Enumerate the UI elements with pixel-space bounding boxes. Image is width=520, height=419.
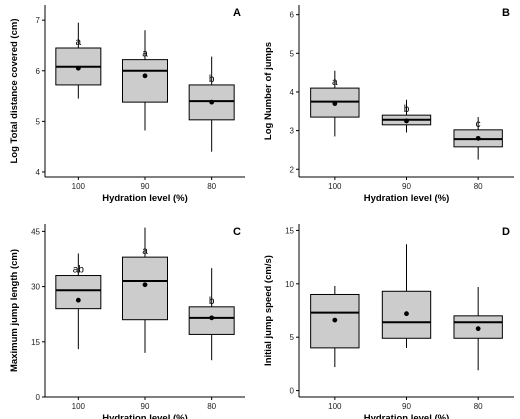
- mean-point: [142, 282, 148, 288]
- x-axis-title: Hydration level (%): [102, 413, 188, 419]
- mean-point: [332, 317, 338, 323]
- y-tick-label: 7: [36, 16, 41, 25]
- y-axis-title: Initial jump speed (cm/s): [263, 255, 274, 366]
- mean-point: [475, 326, 481, 332]
- mean-point: [404, 118, 409, 124]
- x-tick-label: 80: [474, 182, 483, 191]
- y-tick-label: 3: [290, 127, 295, 136]
- significance-letter: a: [332, 77, 338, 88]
- y-tick-label: 6: [36, 67, 41, 76]
- x-axis-title: Hydration level (%): [364, 413, 450, 419]
- box-100: [310, 285, 360, 368]
- y-axis-title: Maximum jump length (cm): [9, 249, 20, 372]
- box-80: b: [188, 268, 235, 361]
- panel-c: 0 15 30 45 100 90 80 Hydration level (%) Maximum…: [9, 224, 245, 419]
- iqr-box: [188, 306, 235, 335]
- y-tick-label: 45: [31, 227, 40, 236]
- panel-letter: D: [502, 226, 510, 238]
- box-90: a: [122, 30, 168, 131]
- y-axis-title: Log Number of jumps: [263, 42, 274, 140]
- x-axis-title: Hydration level (%): [364, 193, 450, 204]
- x-tick-label: 100: [328, 402, 342, 411]
- x-tick-label: 90: [402, 402, 411, 411]
- mean-point: [75, 297, 81, 303]
- iqr-box: [122, 59, 168, 103]
- panel-a: 4 5 6 7 100 90 80 Hydration level (%) Log Total …: [9, 5, 245, 204]
- y-tick-label: 6: [290, 11, 295, 20]
- box-80: c: [453, 117, 503, 160]
- mean-point: [209, 315, 215, 321]
- box-90: [381, 244, 432, 348]
- y-tick-label: 10: [285, 280, 294, 289]
- box-80: b: [188, 56, 235, 152]
- significance-letter: b: [209, 74, 215, 85]
- significance-letter: a: [76, 37, 82, 48]
- mean-point: [404, 311, 409, 317]
- y-tick-label: 2: [290, 165, 295, 174]
- x-tick-label: 90: [141, 182, 150, 191]
- significance-letter: a: [142, 49, 148, 60]
- x-axis-title: Hydration level (%): [102, 193, 188, 204]
- box-90: a: [122, 227, 168, 353]
- x-tick-label: 80: [474, 402, 483, 411]
- x-tick-label: 100: [328, 182, 342, 191]
- panel-letter: C: [233, 226, 241, 238]
- y-tick-label: 30: [31, 283, 40, 292]
- panel-letter: A: [233, 7, 241, 19]
- y-tick-label: 15: [31, 338, 40, 347]
- mean-point: [332, 101, 338, 106]
- mean-point: [75, 65, 81, 71]
- box-100: ab: [55, 253, 102, 350]
- x-tick-label: 90: [402, 182, 411, 191]
- mean-point: [475, 135, 481, 141]
- y-tick-label: 0: [36, 393, 41, 402]
- box-100: a: [55, 22, 102, 99]
- box-80: [453, 287, 503, 371]
- iqr-box: [122, 256, 168, 321]
- y-tick-label: 4: [290, 88, 295, 97]
- mean-point: [142, 73, 148, 79]
- significance-letter: b: [404, 104, 410, 115]
- y-axis-title: Log Total distance covered (cm): [9, 19, 20, 164]
- y-tick-label: 5: [36, 117, 41, 126]
- x-tick-label: 100: [72, 182, 86, 191]
- x-tick-label: 100: [72, 402, 86, 411]
- y-tick-label: 4: [36, 168, 41, 177]
- iqr-box: [55, 275, 102, 310]
- panel-letter: B: [502, 7, 510, 19]
- box-100: a: [310, 70, 360, 137]
- x-tick-label: 90: [141, 402, 150, 411]
- panel-d: 0 5 10 15 100 90 80 Hydration level (%) Initial …: [263, 224, 514, 419]
- panel-b: 2 3 4 5 6 100 90 80 Hydration level (%) Log Numbe…: [263, 5, 514, 204]
- y-tick-label: 5: [290, 49, 295, 58]
- x-tick-label: 80: [207, 182, 216, 191]
- significance-letter: a: [142, 246, 148, 257]
- iqr-box: [381, 290, 432, 339]
- significance-letter: b: [209, 296, 215, 307]
- box-90: b: [381, 99, 432, 133]
- mean-point: [209, 99, 215, 105]
- y-tick-label: 0: [290, 387, 295, 396]
- y-tick-label: 15: [285, 226, 294, 235]
- x-tick-label: 80: [207, 402, 216, 411]
- y-tick-label: 5: [290, 333, 295, 342]
- significance-letter: ab: [73, 265, 85, 276]
- significance-letter: c: [476, 119, 481, 130]
